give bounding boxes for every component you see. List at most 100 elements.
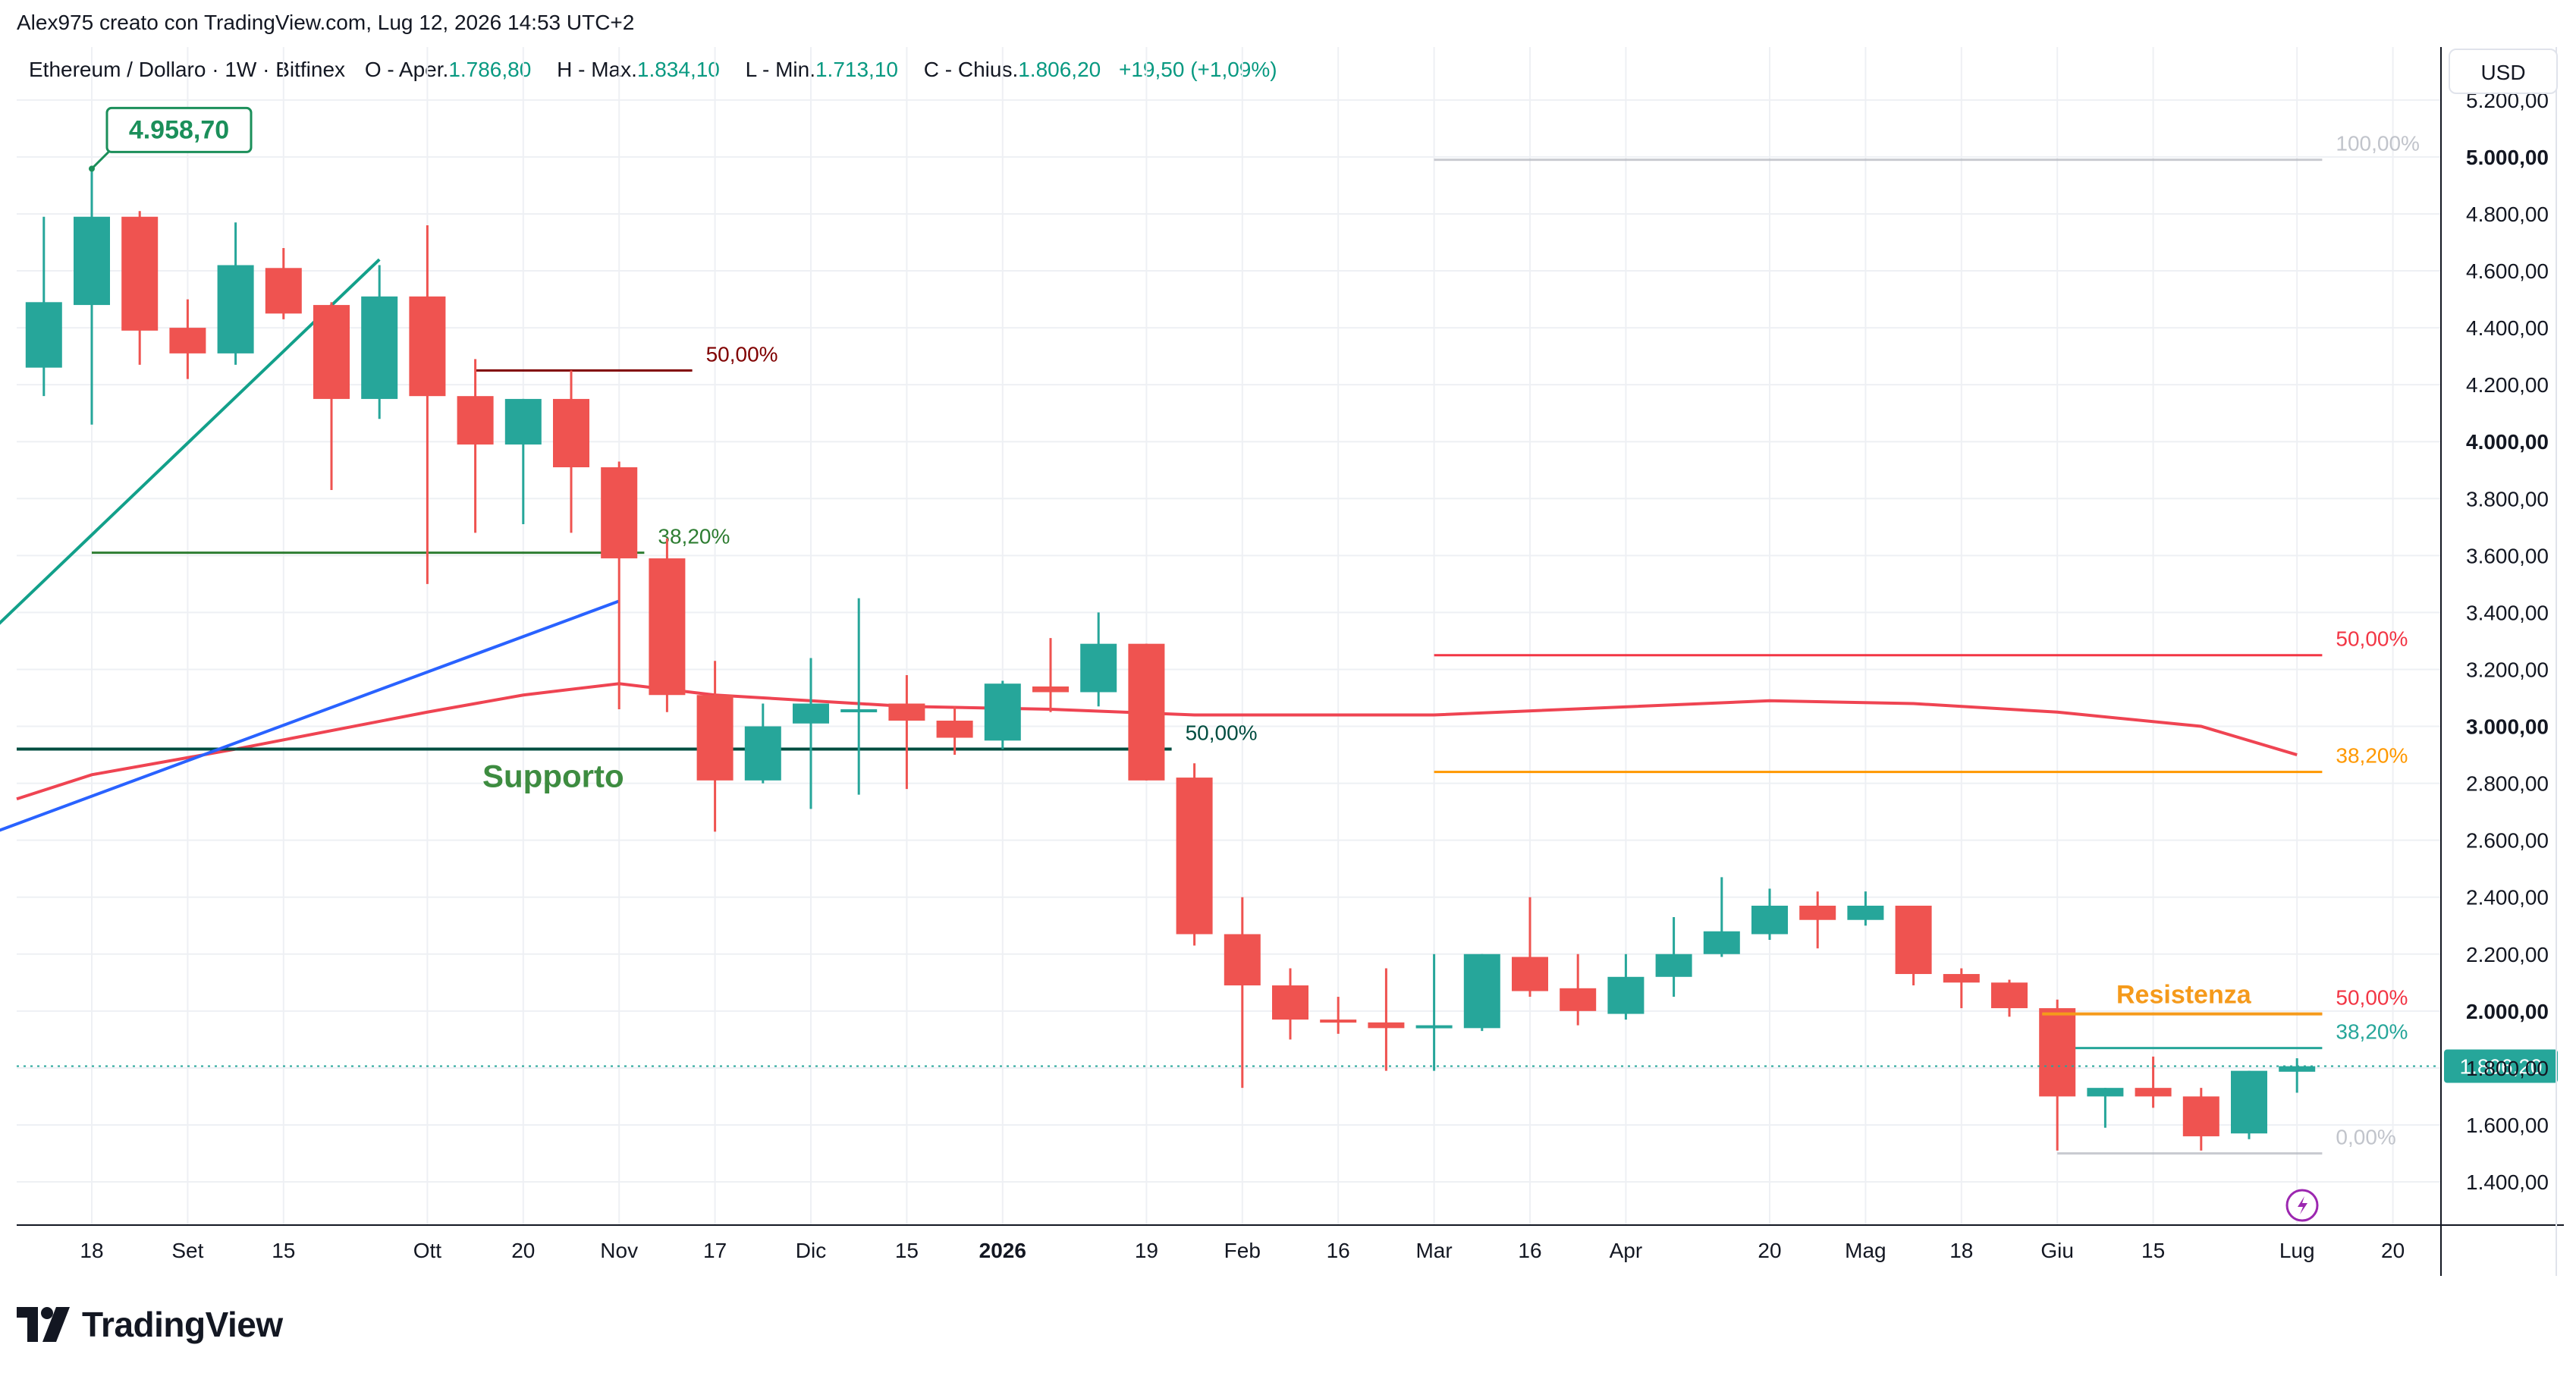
candle-body: [1128, 643, 1165, 781]
candle: [1415, 954, 1453, 1071]
candle: [1895, 905, 1932, 986]
x-tick-label: 18: [1949, 1239, 1973, 1262]
fib-label: 50,00%: [2336, 986, 2408, 1010]
candle: [2182, 1088, 2219, 1151]
candle-body: [2039, 1008, 2076, 1097]
tradingview-logo[interactable]: TradingView: [17, 1302, 283, 1347]
lightning-icon-glyph: [2298, 1196, 2307, 1214]
candle-body: [169, 328, 206, 353]
candle: [649, 538, 686, 712]
candle: [696, 661, 734, 832]
candle-body: [1751, 905, 1788, 935]
candle-body: [1463, 954, 1500, 1029]
fib-label: 38,20%: [658, 525, 730, 548]
low-value: 1.713,10: [815, 58, 898, 81]
candle: [1703, 877, 1740, 957]
candle-body: [1847, 905, 1884, 920]
candle-body: [1703, 931, 1740, 954]
fib-label: 50,00%: [1186, 721, 1258, 745]
high-callout-box: [105, 106, 253, 153]
candle-body: [696, 695, 734, 781]
axes: 18 Set 15 Ott 20 Nov 17 Dic 15 2026 19 Feb 16 Mar 16 Ap…: [17, 47, 2564, 1276]
candle-body: [2087, 1088, 2124, 1097]
candle-body: [936, 721, 973, 738]
candle-body: [793, 703, 829, 724]
last-price-label: 1.806,20: [2460, 1055, 2543, 1079]
candle: [25, 216, 62, 397]
y-tick-label: 2.200,00: [2466, 943, 2549, 966]
candle-body: [2279, 1066, 2316, 1072]
candle: [1560, 954, 1597, 1026]
tradingview-logo-icon: [17, 1307, 70, 1342]
top-bar: Alex975 creato con TradingView.com, Lug …: [0, 0, 2576, 47]
candle-body: [2182, 1096, 2219, 1136]
candle: [1080, 612, 1117, 707]
x-tick-label: 17: [703, 1239, 727, 1262]
ohlc-legend: Ethereum / Dollaro · 1W · Bitfinex O - A…: [29, 58, 1297, 82]
candle: [169, 299, 206, 379]
candle-body: [1607, 976, 1645, 1014]
candle: [1655, 916, 1692, 998]
candle-body: [1080, 643, 1117, 693]
candle-body: [2231, 1070, 2267, 1134]
candle-body: [265, 268, 302, 314]
x-tick-label: Set: [171, 1239, 203, 1262]
candle: [601, 461, 638, 710]
candle-body: [1224, 934, 1261, 986]
x-tick-label: Giu: [2040, 1239, 2074, 1262]
candle-body: [504, 398, 542, 445]
candle: [1847, 891, 1884, 926]
y-tick-label: 4.200,00: [2466, 373, 2549, 397]
y-tick-label: 1.400,00: [2466, 1170, 2549, 1194]
candle: [1463, 954, 1500, 1032]
candle-body: [1032, 686, 1069, 693]
candle-body: [1176, 778, 1213, 935]
candle-body: [2135, 1088, 2172, 1097]
y-tick-label: 4.800,00: [2466, 203, 2549, 226]
candle-body: [888, 703, 925, 721]
x-tick-label: Ott: [413, 1239, 442, 1262]
price-chart[interactable]: 50,00% 38,20% 50,00% 100,00% 50,00% 38,20% 50,…: [0, 47, 2576, 1276]
fib-label: 50,00%: [706, 342, 778, 366]
fib-label: 38,20%: [2336, 1020, 2408, 1044]
candle-body: [457, 396, 494, 445]
y-tick-label: 4.400,00: [2466, 316, 2549, 340]
candle: [793, 658, 829, 809]
y-tick-label: 3.000,00: [2466, 715, 2549, 739]
currency-button[interactable]: USD: [2449, 49, 2558, 94]
candle-body: [1560, 988, 1597, 1011]
x-tick-label: Lug: [2279, 1239, 2315, 1262]
open-label: O - Aper.: [364, 58, 449, 81]
candle: [744, 703, 781, 784]
candle-body: [553, 398, 589, 467]
candle: [1751, 888, 1788, 940]
candle: [2135, 1056, 2172, 1108]
candle-body: [1991, 982, 2028, 1009]
x-tick-label: 20: [511, 1239, 535, 1262]
candle-body: [217, 265, 254, 353]
candle-body: [1895, 905, 1932, 975]
close-value: 1.806,20: [1018, 58, 1101, 81]
moving-average: [16, 682, 2298, 801]
candle: [840, 598, 878, 795]
candle-body: [25, 302, 62, 368]
ma-line: [16, 682, 2298, 801]
x-tick-label: Dic: [796, 1239, 826, 1262]
candle: [984, 680, 1021, 749]
fib-label: 100,00%: [2336, 132, 2420, 156]
candle: [457, 359, 494, 533]
candle-body: [1320, 1020, 1357, 1023]
low-label: L - Min.: [745, 58, 815, 81]
candle: [361, 265, 398, 419]
y-tick-label: 3.800,00: [2466, 487, 2549, 511]
resistance-label: Resistenza: [2116, 981, 2252, 1010]
candle: [1032, 638, 1069, 712]
candle: [217, 222, 254, 365]
x-tick-label: 15: [895, 1239, 919, 1262]
candle-body: [313, 305, 350, 399]
candle: [888, 674, 925, 790]
candle: [2087, 1088, 2124, 1128]
candle-body: [1943, 974, 1980, 983]
candle: [1224, 897, 1261, 1089]
candle: [313, 302, 350, 491]
